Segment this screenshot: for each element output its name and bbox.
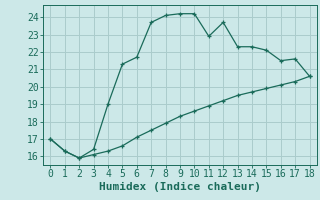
X-axis label: Humidex (Indice chaleur): Humidex (Indice chaleur) (99, 182, 261, 192)
